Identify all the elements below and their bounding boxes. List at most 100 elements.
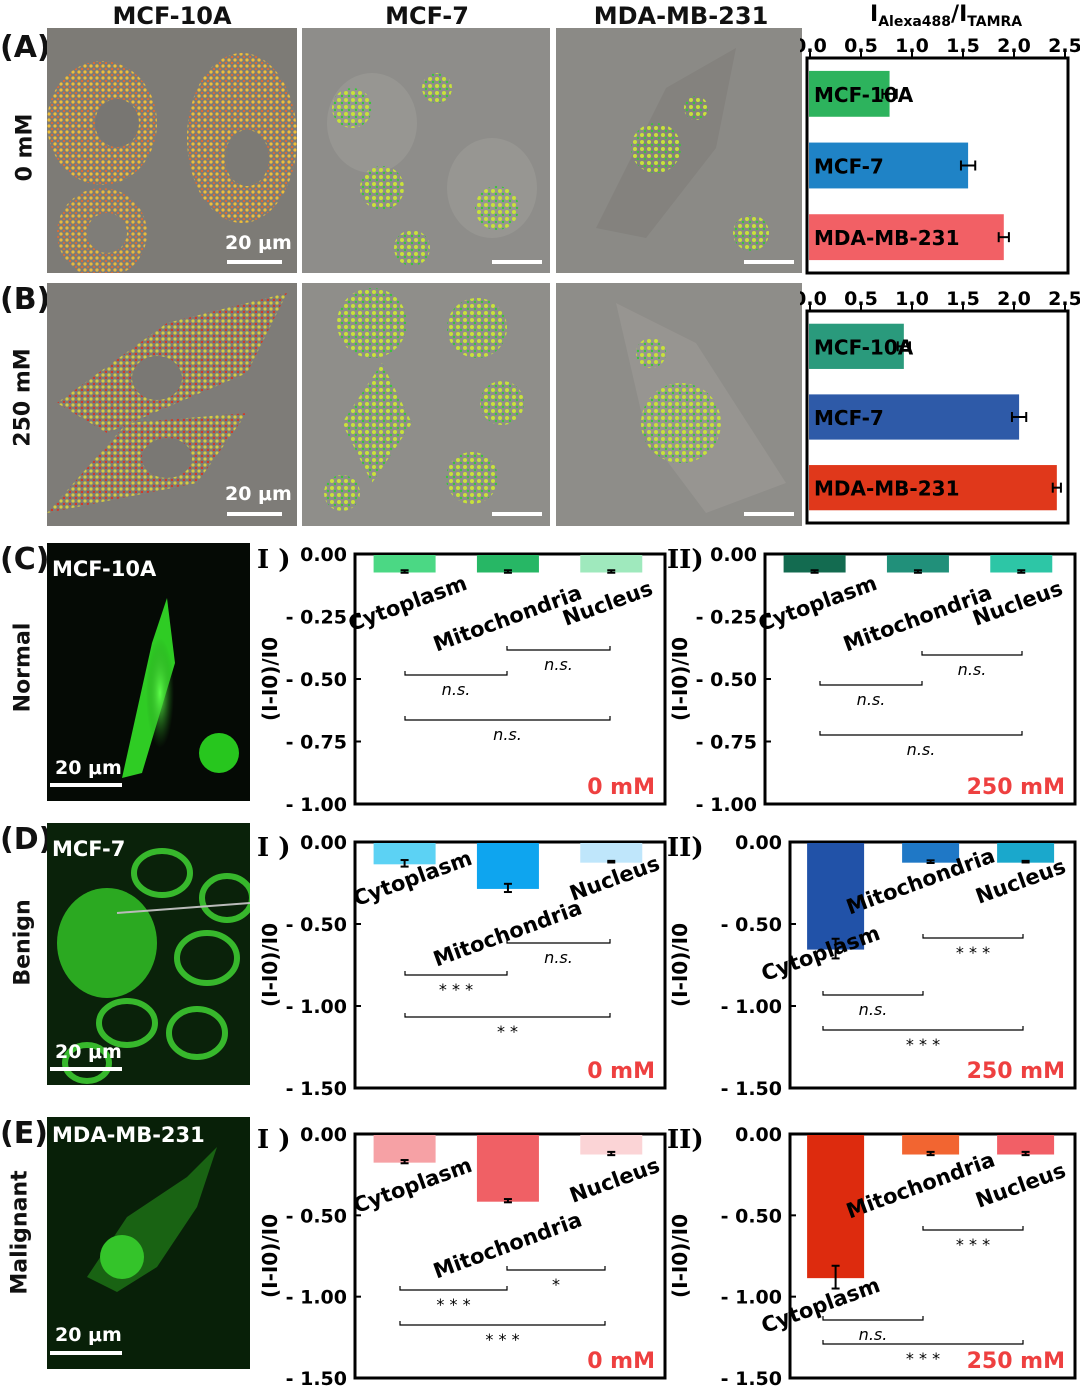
bar-cytoplasm [373, 1135, 436, 1163]
roman-numeral: I ) [257, 545, 291, 575]
significance-label: n.s. [493, 725, 522, 744]
scale-bar-label: 20 μm [55, 1041, 122, 1063]
significance-label: * * * [485, 1330, 519, 1349]
significance-bracket [819, 681, 923, 686]
chart-e-i: 0.00- 0.50- 1.00- 1.50(I-I0)/I0I )Cytopl… [257, 1124, 667, 1387]
bar-label: MDA-MB-231 [814, 477, 959, 501]
row-label-normal: Normal [10, 622, 36, 713]
chart-d-ii: 0.00- 0.50- 1.00- 1.50(I-I0)/I0II)Cytopl… [667, 832, 1077, 1100]
row-label-benign: Benign [10, 899, 36, 986]
condition-label: 250 mM [967, 775, 1065, 800]
x-tick-label: 0.0 [800, 35, 827, 57]
bar-mitochondria [902, 843, 960, 863]
significance-label: * * * [906, 1035, 940, 1054]
bar-nucleus [580, 843, 643, 863]
y-tick-label: - 0.75 [696, 732, 757, 754]
fluorescence-cell-label: MCF-10A [52, 557, 157, 581]
panel-label-a: (A) [0, 30, 51, 65]
y-axis-label: (I-I0)/I0 [258, 923, 282, 1007]
chart-c-i: 0.00 - 0.25 - 0.50 - 0.75 - 1.00 (I-I0)/I0 I )… [257, 544, 667, 815]
significance-bracket [822, 1026, 1024, 1031]
panel-label-e: (E) [0, 1116, 48, 1151]
y-axis-label: (I-I0)/I0 [668, 637, 692, 721]
roman-numeral: I ) [257, 1125, 291, 1155]
y-tick-label: - 0.50 [286, 1205, 347, 1227]
condition-label: 0 mM [587, 1059, 655, 1084]
bar-nucleus [997, 843, 1055, 863]
x-tick-label: 1.5 [946, 35, 980, 57]
bar-nucleus [580, 555, 643, 573]
scale-bar [744, 512, 794, 516]
chart-title: IAlexa488/ITAMRA [870, 2, 1022, 30]
chart-e-ii: 0.00- 0.50- 1.00- 1.50(I-I0)/I0II)Cytopl… [667, 1124, 1077, 1387]
x-tick-label: 2.0 [997, 288, 1031, 310]
plot-frame [353, 1132, 667, 1380]
condition-label: 250 mM [967, 1059, 1065, 1084]
significance-label: * * * [956, 1235, 990, 1254]
significance-bracket [399, 1286, 508, 1291]
significance-bracket [921, 651, 1023, 656]
y-tick-label: - 0.25 [286, 607, 347, 629]
bar-label: MCF-7 [814, 406, 884, 430]
condition-label: 250 mM [967, 1349, 1065, 1374]
bar-label: MCF-10A [814, 335, 914, 359]
x-tick-label: 1.5 [946, 288, 980, 310]
bar-mda-mb-231 [809, 465, 1057, 511]
y-axis-label: (I-I0)/I0 [258, 637, 282, 721]
bar-mitochondria [886, 555, 949, 573]
fluorescence-image-mcf7: MCF-7 20 μm [47, 823, 250, 1085]
bar-label: MDA-MB-231 [814, 226, 959, 250]
significance-label: n.s. [859, 1325, 888, 1344]
significance-label: n.s. [857, 690, 886, 709]
y-tick-label: 0.00 [710, 544, 757, 566]
significance-bracket [506, 939, 611, 944]
x-tick-label: 0.0 [800, 288, 827, 310]
bar-label: MCF-10A [814, 83, 914, 107]
bar-cytoplasm [807, 843, 865, 950]
significance-bracket [822, 1340, 1024, 1345]
x-tick-label: 0.5 [844, 288, 878, 310]
significance-label: n.s. [544, 948, 573, 967]
category-label: Mitochondria [430, 1207, 585, 1283]
micrograph-mcf7-250mm [302, 283, 550, 526]
roman-numeral: II) [667, 545, 704, 575]
significance-label: n.s. [907, 740, 936, 759]
significance-label: * * * [956, 943, 990, 962]
row-label-0mm: 0 mM [12, 113, 38, 182]
category-label: Nucleus [566, 1153, 662, 1208]
y-tick-label: - 0.50 [286, 669, 347, 691]
significance-label: * * [497, 1022, 518, 1041]
x-tick-label: 2.5 [1048, 35, 1080, 57]
plot-frame [788, 840, 1077, 1090]
scale-bar-label: 20 μm [55, 757, 122, 779]
significance-bracket [404, 671, 508, 676]
scale-bar [744, 260, 794, 264]
condition-label: 0 mM [587, 1349, 655, 1374]
scale-bar [227, 260, 282, 264]
y-tick-label: - 0.25 [696, 607, 757, 629]
x-tick-label: 1.0 [895, 35, 929, 57]
bar-cytoplasm [807, 1135, 865, 1279]
plot-frame [805, 56, 1070, 275]
bar-mitochondria [902, 1135, 960, 1155]
scale-bar-label: 20 μm [55, 1324, 122, 1346]
scale-bar-label: 20 μm [225, 232, 292, 254]
bar-cytoplasm [783, 555, 846, 573]
y-tick-label: - 1.00 [286, 794, 347, 815]
bar-nucleus [990, 555, 1053, 573]
row-label-250mm: 250 mM [10, 348, 36, 447]
y-tick-label: 0.00 [735, 832, 782, 854]
x-tick-label: 0.5 [844, 35, 878, 57]
roman-numeral: I ) [257, 833, 291, 863]
bar-mda-mb-231 [809, 214, 1004, 261]
plot-frame [805, 309, 1070, 525]
significance-bracket [399, 1321, 606, 1326]
y-tick-label: - 0.50 [696, 669, 757, 691]
significance-label: * * * [436, 1295, 470, 1314]
scale-bar [50, 783, 122, 787]
column-title-mcf10a: MCF-10A [112, 2, 232, 30]
y-tick-label: 0.00 [300, 1124, 347, 1146]
y-tick-label: 0.00 [300, 544, 347, 566]
y-tick-label: - 1.00 [721, 996, 782, 1018]
y-tick-label: - 1.50 [721, 1368, 782, 1387]
